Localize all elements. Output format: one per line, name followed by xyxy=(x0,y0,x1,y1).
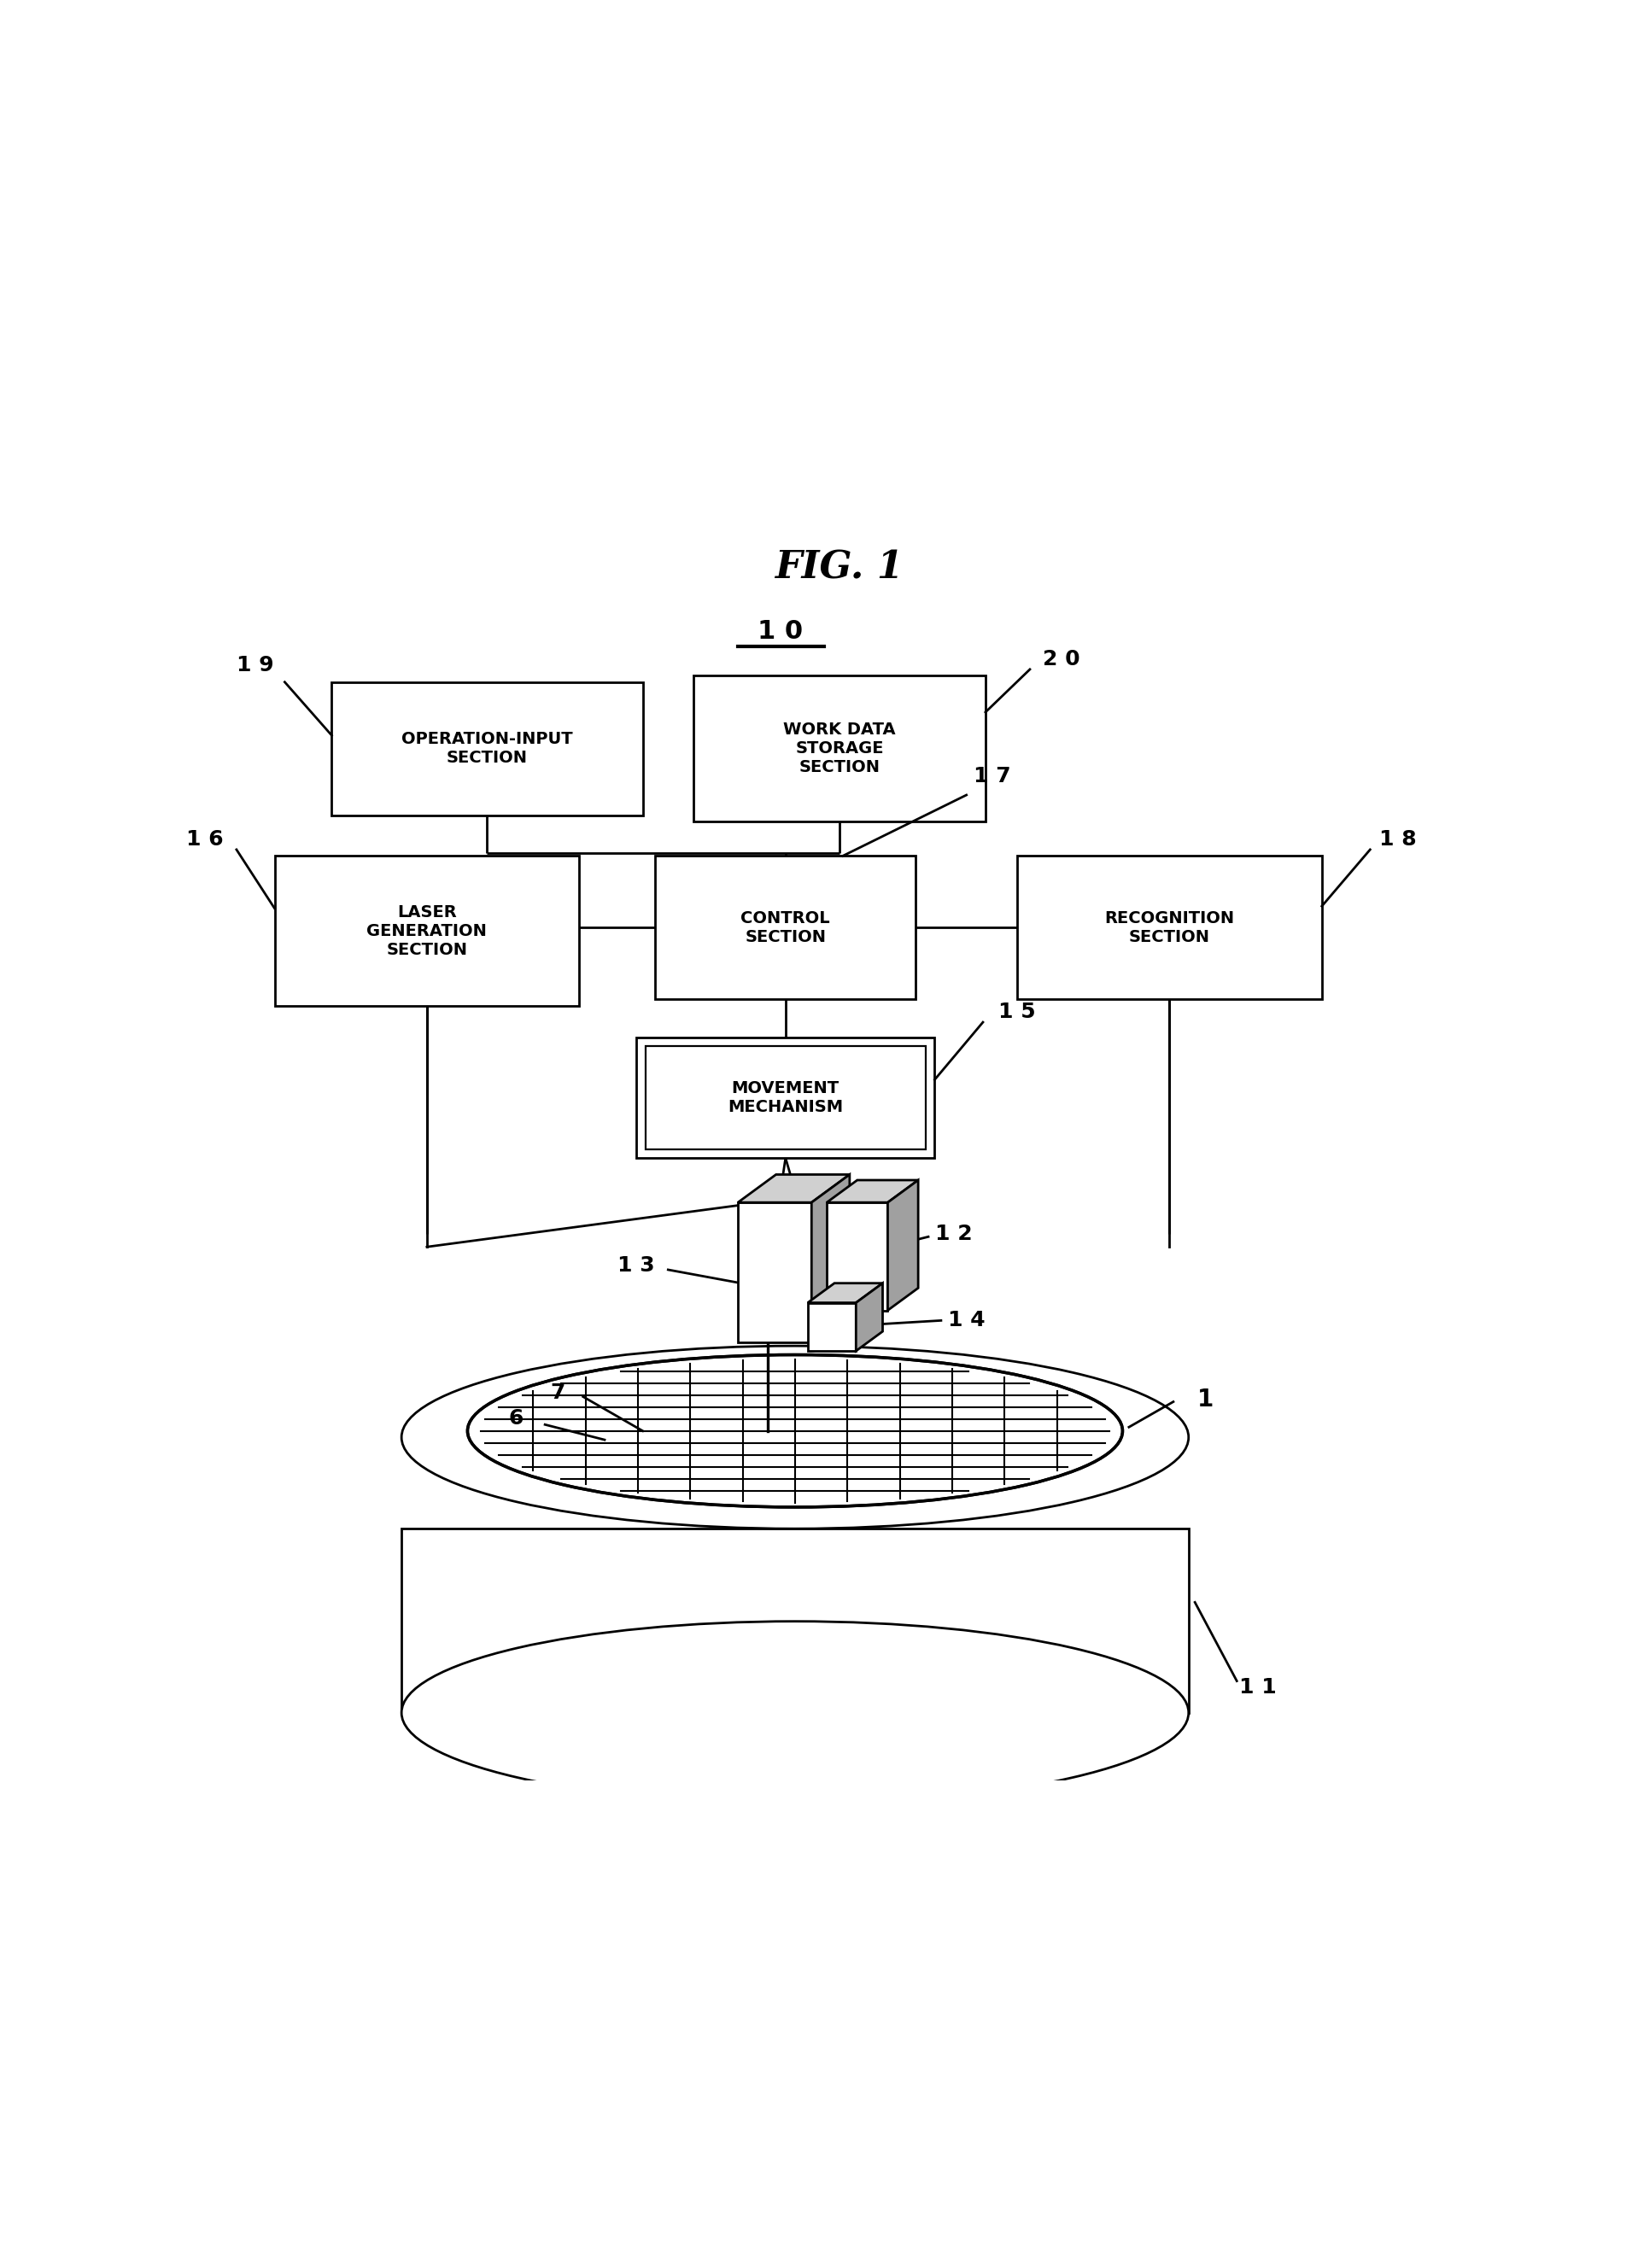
Polygon shape xyxy=(827,1202,888,1311)
Text: 1 1: 1 1 xyxy=(1240,1676,1276,1696)
Text: 1 0: 1 0 xyxy=(757,619,803,644)
Ellipse shape xyxy=(401,1345,1189,1529)
Text: LASER
GENERATION
SECTION: LASER GENERATION SECTION xyxy=(367,905,486,957)
Polygon shape xyxy=(888,1179,919,1311)
Bar xyxy=(636,1036,935,1159)
Polygon shape xyxy=(808,1302,857,1352)
Text: 1 7: 1 7 xyxy=(973,767,1011,787)
Text: 1 5: 1 5 xyxy=(999,1002,1035,1023)
Text: 1 4: 1 4 xyxy=(948,1311,984,1331)
Bar xyxy=(655,855,916,1000)
Text: 1 9: 1 9 xyxy=(238,655,274,676)
Bar xyxy=(275,855,580,1005)
Bar xyxy=(645,1046,925,1150)
Text: WORK DATA
STORAGE
SECTION: WORK DATA STORAGE SECTION xyxy=(783,721,896,776)
Bar xyxy=(693,676,986,821)
Text: CONTROL
SECTION: CONTROL SECTION xyxy=(740,909,830,946)
Text: 2 0: 2 0 xyxy=(1043,649,1079,669)
Polygon shape xyxy=(857,1284,883,1352)
Text: OPERATION-INPUT
SECTION: OPERATION-INPUT SECTION xyxy=(401,730,573,767)
Polygon shape xyxy=(811,1175,850,1343)
Text: 7: 7 xyxy=(550,1383,565,1404)
Text: 1 2: 1 2 xyxy=(935,1225,973,1245)
Text: RECOGNITION
SECTION: RECOGNITION SECTION xyxy=(1104,909,1235,946)
Ellipse shape xyxy=(401,1622,1189,1803)
Polygon shape xyxy=(401,1529,1189,1712)
Polygon shape xyxy=(737,1175,850,1202)
Bar xyxy=(1017,855,1322,1000)
Ellipse shape xyxy=(467,1354,1122,1508)
Polygon shape xyxy=(827,1179,919,1202)
Text: FIG. 1: FIG. 1 xyxy=(775,549,904,585)
Polygon shape xyxy=(737,1202,811,1343)
Text: 1 8: 1 8 xyxy=(1379,830,1417,850)
Text: MOVEMENT
MECHANISM: MOVEMENT MECHANISM xyxy=(727,1080,844,1116)
Bar xyxy=(331,683,642,814)
Text: 1 6: 1 6 xyxy=(187,830,223,850)
Text: 1: 1 xyxy=(1197,1388,1214,1411)
Text: 1 3: 1 3 xyxy=(618,1256,655,1277)
Polygon shape xyxy=(808,1284,883,1302)
Text: 6: 6 xyxy=(508,1408,523,1429)
